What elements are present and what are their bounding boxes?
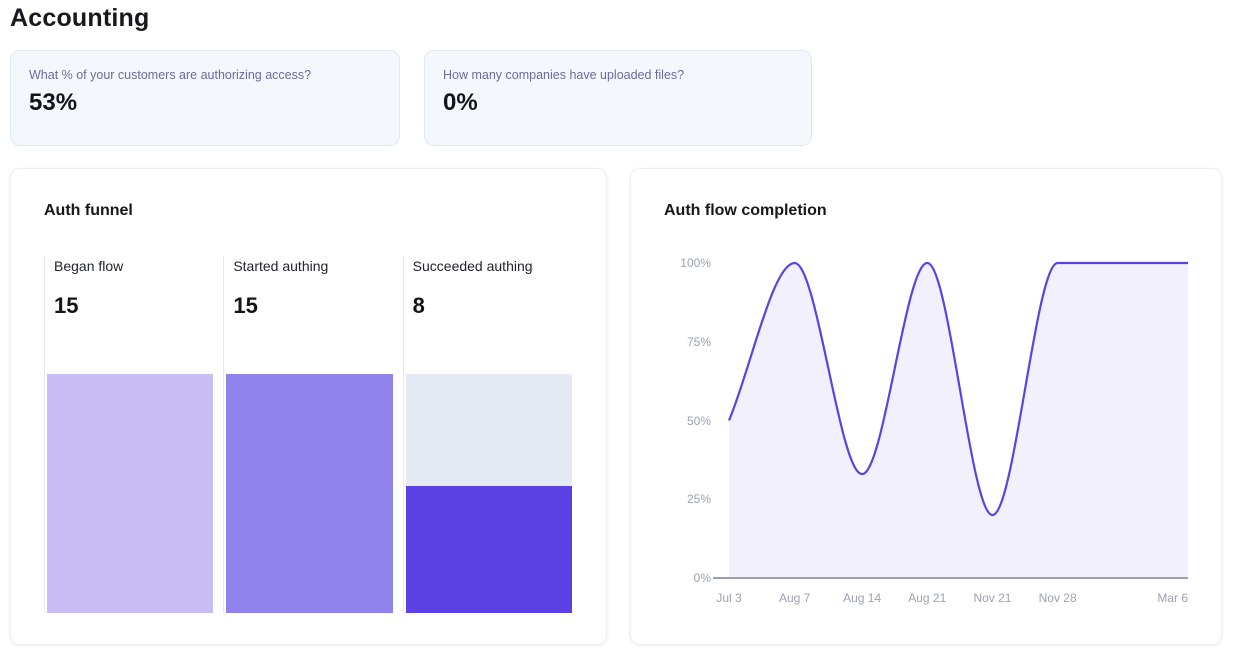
completion-chart-plot: [727, 261, 1188, 578]
funnel-stage-label: Started authing: [233, 258, 329, 274]
funnel-stage: Began flow 15: [44, 256, 214, 613]
stat-card-uploaded-files: How many companies have uploaded files? …: [424, 50, 812, 146]
y-tick-label: 25%: [686, 492, 711, 507]
stat-question: How many companies have uploaded files?: [443, 68, 685, 82]
funnel-bar: [405, 485, 572, 613]
funnel-stage: Started authing 15: [223, 256, 393, 613]
completion-line: [727, 261, 1188, 517]
x-tick-label: Nov 28: [1038, 591, 1077, 605]
x-tick-label: Aug 14: [843, 591, 882, 605]
x-tick-label: Aug 7: [778, 591, 811, 605]
funnel-stage-value: 15: [54, 293, 79, 318]
page-title: Accounting: [10, 4, 150, 32]
x-tick-label: Jul 3: [716, 591, 742, 605]
x-axis-line: [713, 577, 1188, 579]
funnel-bar: [226, 374, 393, 613]
x-tick-label: Aug 21: [908, 591, 947, 605]
funnel-bar-track: [405, 374, 572, 613]
funnel-stage-label: Began flow: [54, 258, 124, 274]
completion-area: [729, 263, 1188, 578]
funnel-bar-track: [226, 374, 393, 613]
funnel-stage-value: 15: [233, 293, 258, 318]
auth-flow-completion-card: Auth flow completion 100% 75% 50% 25% 0% Jul …: [630, 168, 1222, 645]
funnel-bar-track: [47, 374, 214, 613]
funnel-card-title: Auth funnel: [44, 202, 133, 219]
funnel-stage-label: Succeeded authing: [412, 258, 533, 274]
stat-value: 53%: [29, 89, 78, 116]
y-tick-label: 100%: [680, 256, 711, 270]
y-tick-label: 50%: [686, 413, 711, 428]
funnel-bar: [47, 374, 214, 613]
x-tick-label: Mar 6: [1157, 591, 1188, 605]
funnel-stage-value: 8: [412, 293, 425, 318]
stat-card-authorizing-access: What % of your customers are authorizing…: [10, 50, 400, 146]
y-tick-label: 0%: [693, 571, 711, 585]
funnel-stage: Succeeded authing 8: [402, 256, 572, 613]
x-tick-label: Nov 21: [973, 591, 1012, 605]
stat-question: What % of your customers are authorizing…: [29, 68, 312, 82]
auth-funnel-card: Auth funnel Began flow 15 Started authing 1…: [10, 168, 607, 645]
completion-card-title: Auth flow completion: [664, 202, 827, 219]
y-tick-label: 75%: [686, 334, 711, 349]
stat-value: 0%: [443, 89, 478, 116]
auth-funnel-chart: Began flow 15 Started authing 15 Succeeded a…: [44, 256, 572, 613]
